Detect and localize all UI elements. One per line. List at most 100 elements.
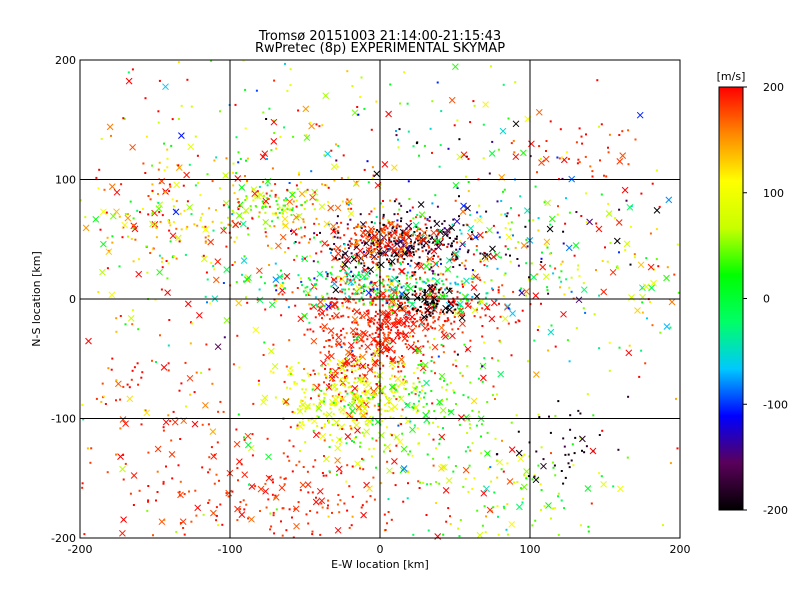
data-point xyxy=(430,370,433,373)
data-point xyxy=(319,533,322,536)
data-point xyxy=(362,285,365,288)
data-point xyxy=(300,226,303,229)
data-point xyxy=(403,237,406,239)
data-point xyxy=(323,425,326,428)
data-point xyxy=(115,379,118,382)
data-point-x xyxy=(279,233,287,241)
data-point xyxy=(528,219,531,222)
data-point-x xyxy=(372,359,380,367)
data-point xyxy=(375,263,378,266)
data-point xyxy=(347,247,350,250)
data-point xyxy=(423,144,426,147)
data-point xyxy=(432,464,435,467)
data-point-x xyxy=(460,202,467,210)
data-point xyxy=(369,320,372,323)
data-point-x xyxy=(388,360,396,368)
data-point xyxy=(416,239,419,242)
data-point xyxy=(454,199,457,202)
data-point xyxy=(336,259,339,261)
data-point xyxy=(317,394,320,397)
data-point xyxy=(344,292,347,295)
data-point xyxy=(526,245,529,248)
data-point xyxy=(110,368,113,371)
data-point xyxy=(367,312,370,315)
data-point xyxy=(431,312,434,315)
data-point xyxy=(398,337,400,340)
data-point xyxy=(347,382,350,385)
data-point-x xyxy=(335,465,343,473)
data-point xyxy=(662,524,664,527)
data-point xyxy=(254,205,257,207)
data-point xyxy=(404,343,407,345)
data-point xyxy=(411,206,414,209)
data-point xyxy=(419,363,422,366)
data-point xyxy=(171,477,174,480)
data-point xyxy=(300,204,303,207)
data-point-x xyxy=(434,533,442,540)
data-point xyxy=(225,492,228,495)
data-point xyxy=(375,466,378,469)
data-point xyxy=(431,202,434,205)
data-point xyxy=(419,292,422,295)
data-point xyxy=(547,349,550,352)
data-point xyxy=(603,174,605,177)
data-point xyxy=(215,514,218,517)
data-point-x xyxy=(186,374,194,382)
data-point xyxy=(424,334,427,337)
data-point xyxy=(450,242,453,245)
data-point-x xyxy=(344,349,352,356)
data-point xyxy=(465,155,468,158)
data-point xyxy=(343,243,346,246)
data-point xyxy=(516,481,519,483)
data-point xyxy=(382,205,385,208)
data-point xyxy=(427,294,430,297)
data-point xyxy=(199,194,202,197)
data-point xyxy=(304,201,307,204)
data-point-x xyxy=(106,123,114,131)
data-point xyxy=(215,519,218,522)
data-point-x xyxy=(467,225,475,232)
data-point xyxy=(432,421,435,424)
data-point xyxy=(83,533,86,536)
data-point xyxy=(471,280,474,283)
data-point-x xyxy=(202,401,209,409)
data-point xyxy=(384,529,387,531)
data-point xyxy=(234,261,236,264)
data-point xyxy=(534,519,537,522)
data-point xyxy=(562,242,565,245)
data-point-x xyxy=(621,186,629,194)
data-point xyxy=(569,428,572,431)
data-point xyxy=(332,401,335,404)
data-point xyxy=(446,294,449,297)
data-point xyxy=(275,508,278,511)
data-point xyxy=(412,372,415,374)
data-point-x xyxy=(668,298,676,306)
data-point xyxy=(347,316,350,319)
data-point xyxy=(407,130,410,133)
data-point xyxy=(507,307,510,310)
data-point-x xyxy=(196,311,203,319)
data-point xyxy=(478,302,481,305)
data-point xyxy=(577,409,580,412)
data-point-x xyxy=(355,403,363,411)
data-point-x xyxy=(143,409,151,417)
data-point xyxy=(461,331,464,334)
data-point-x xyxy=(200,255,208,263)
data-point xyxy=(419,240,422,243)
data-point xyxy=(593,313,596,316)
data-point xyxy=(360,316,363,319)
data-point xyxy=(147,451,150,454)
data-point-x xyxy=(377,387,385,395)
data-point xyxy=(209,302,212,305)
data-point-x xyxy=(508,521,516,528)
data-point-x xyxy=(328,352,335,360)
data-point-x xyxy=(663,274,670,282)
data-point xyxy=(431,301,434,304)
data-point xyxy=(339,277,342,280)
data-point xyxy=(329,359,332,362)
data-point xyxy=(469,381,472,384)
data-point xyxy=(115,317,118,320)
data-point xyxy=(193,391,196,394)
data-point xyxy=(391,367,394,370)
data-point xyxy=(353,355,356,358)
